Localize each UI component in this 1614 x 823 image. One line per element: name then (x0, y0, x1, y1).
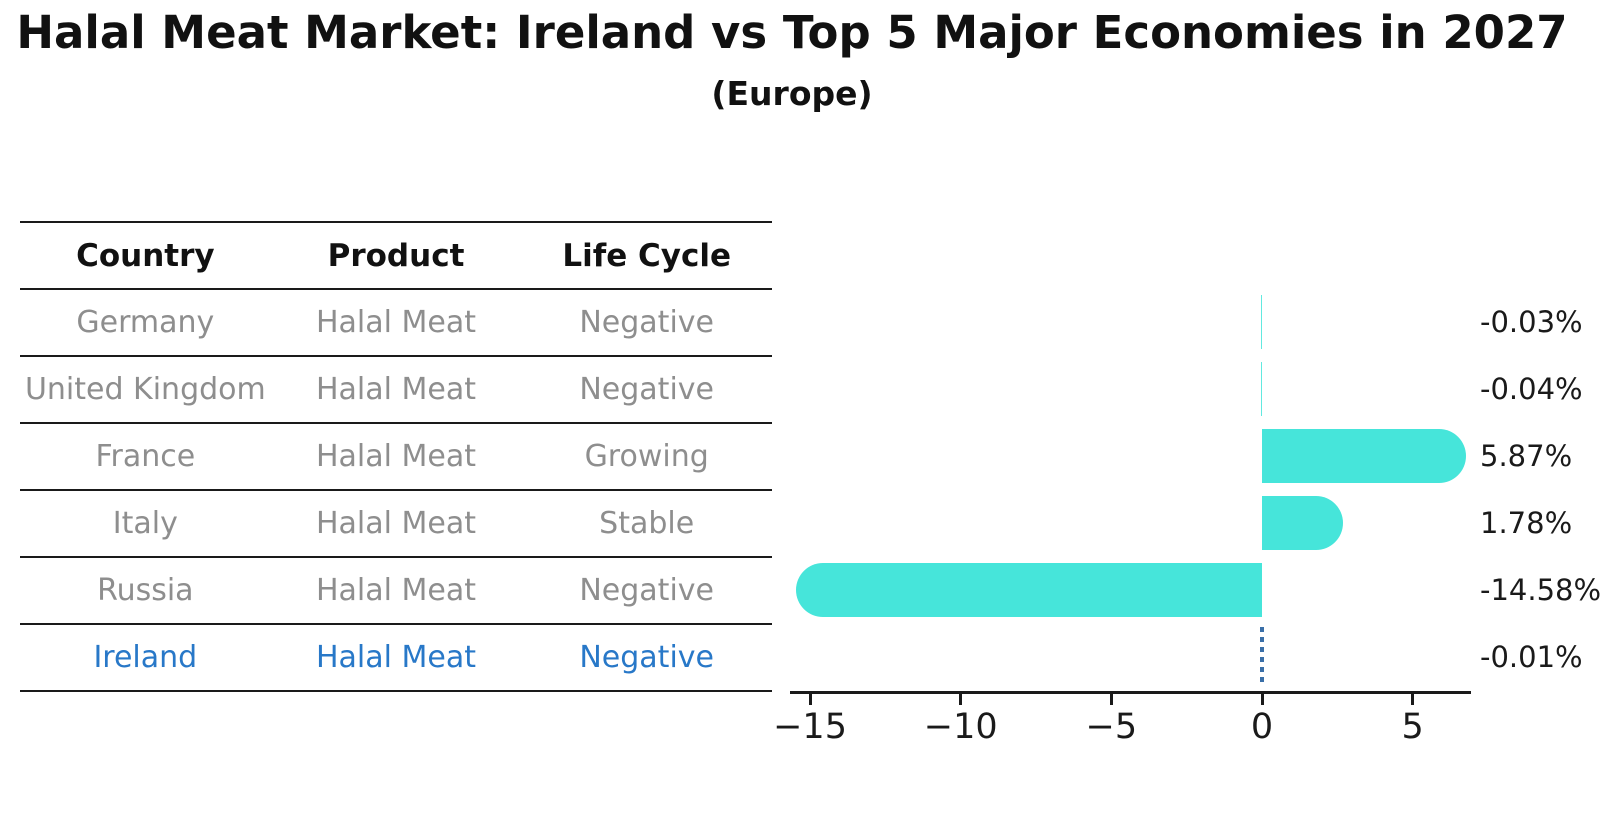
x-axis-tick (1411, 694, 1415, 705)
x-axis-tick-label: 5 (1401, 707, 1424, 747)
cell-lifecycle: Negative (579, 372, 714, 407)
cell-lifecycle: Growing (584, 439, 709, 474)
cell-country: France (95, 439, 196, 474)
table-row: Germany Halal Meat Negative (20, 290, 772, 357)
col-header-product: Product (327, 237, 465, 274)
cell-country: Germany (76, 305, 215, 340)
chart-subtitle: (Europe) (711, 74, 873, 113)
bar-value-label: -0.01% (1480, 639, 1583, 674)
bar-value-label: 1.78% (1480, 505, 1573, 540)
cell-product: Halal Meat (315, 439, 477, 474)
country-table: Country Product Life Cycle Germany Halal… (20, 221, 772, 692)
bar-value-label: -0.03% (1480, 304, 1583, 339)
cell-country: United Kingdom (24, 372, 266, 407)
table-row: France Halal Meat Growing (20, 424, 772, 491)
cell-lifecycle: Negative (579, 640, 714, 675)
bar-segment (1262, 428, 1466, 483)
cell-lifecycle: Negative (579, 573, 714, 608)
cell-country: Italy (112, 506, 178, 541)
x-axis-tick (959, 694, 963, 705)
cell-product: Halal Meat (315, 573, 477, 608)
table-row: Russia Halal Meat Negative (20, 558, 772, 625)
col-header-lifecycle: Life Cycle (562, 237, 732, 274)
cell-product: Halal Meat (315, 506, 477, 541)
bar-segment (1261, 294, 1262, 349)
bar-value-label: -0.04% (1480, 371, 1583, 406)
x-axis-tick-label: 0 (1250, 707, 1274, 747)
cell-lifecycle: Stable (599, 506, 695, 541)
table-header-row: Country Product Life Cycle (20, 223, 772, 290)
bar-value-label: -14.58% (1480, 572, 1602, 607)
bar-segment (1262, 495, 1343, 550)
chart-title: Halal Meat Market: Ireland vs Top 5 Majo… (16, 6, 1568, 59)
table-row: United Kingdom Halal Meat Negative (20, 357, 772, 424)
x-axis-tick (808, 694, 812, 705)
cell-product: Halal Meat (315, 372, 477, 407)
x-axis-tick (1260, 694, 1264, 705)
cell-product: Halal Meat (315, 640, 477, 675)
x-axis-tick (1109, 694, 1113, 705)
table-row-ireland: Ireland Halal Meat Negative (20, 625, 772, 692)
cell-country: Russia (97, 573, 194, 608)
bar-segment (1260, 361, 1262, 416)
table-row: Italy Halal Meat Stable (20, 491, 772, 558)
bar-value-label: 5.87% (1480, 438, 1573, 473)
x-axis-tick-label: −15 (773, 707, 847, 747)
bar-segment (795, 562, 1262, 617)
x-axis-tick-label: −10 (923, 707, 998, 747)
cell-country: Ireland (93, 640, 198, 675)
ireland-zero-marker (1260, 626, 1264, 685)
x-axis-line (790, 691, 1471, 694)
col-header-country: Country (76, 237, 215, 274)
x-axis-tick-label: −5 (1085, 707, 1138, 747)
cell-product: Halal Meat (315, 305, 477, 340)
cell-lifecycle: Negative (579, 305, 714, 340)
